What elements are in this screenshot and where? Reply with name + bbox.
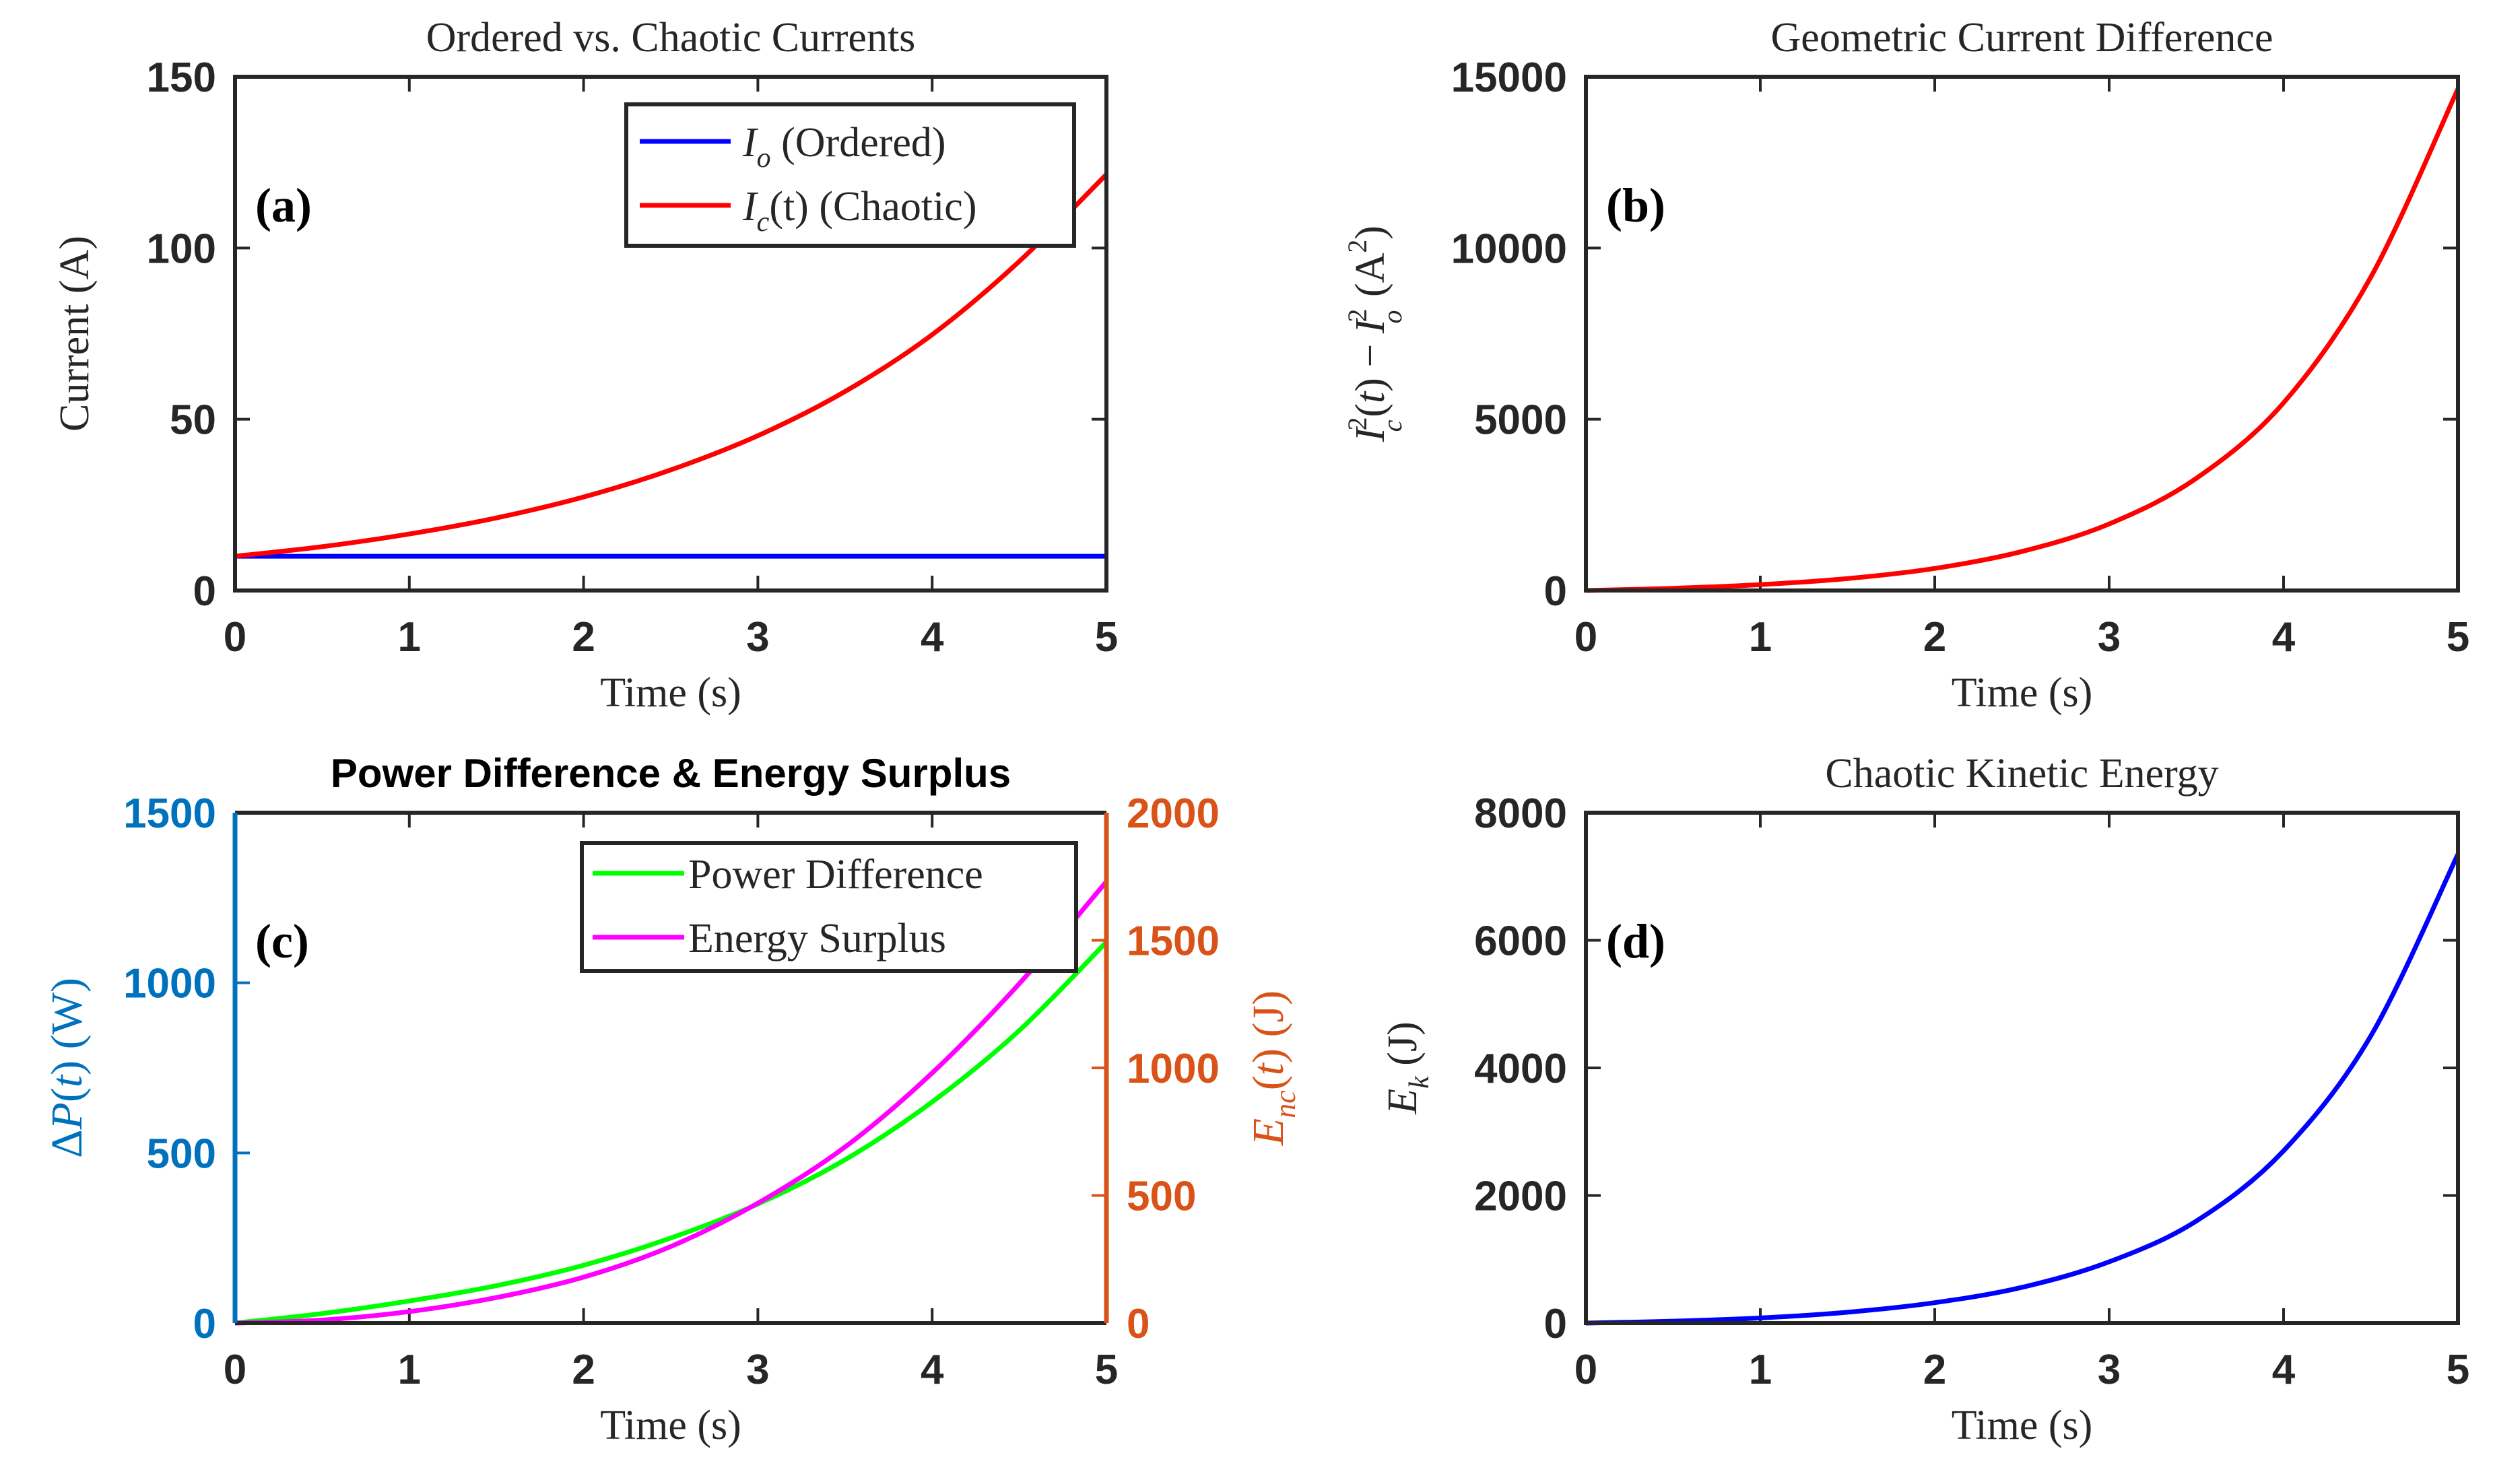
y-tick-label: 15000 <box>1451 55 1567 101</box>
y-tick-label: 1500 <box>123 790 216 837</box>
x-tick-label: 1 <box>398 614 421 661</box>
legend-box <box>624 102 1076 248</box>
x-tick-label: 1 <box>1749 1347 1772 1393</box>
y-axis-label-left: ΔP(t) (W) <box>42 978 92 1158</box>
series-line-1 <box>1585 88 2461 593</box>
y-tick-label: 0 <box>193 1301 216 1347</box>
y-tick-label: 0 <box>193 568 216 615</box>
x-tick-label: 0 <box>224 614 246 661</box>
x-tick-label: 2 <box>1923 1347 1946 1393</box>
legend-label: Power Difference <box>688 852 983 898</box>
y-tick-label: 10000 <box>1451 226 1567 272</box>
y-tick-label: 1000 <box>123 961 216 1007</box>
y-tick-label: 6000 <box>1474 918 1567 965</box>
x-tick-label: 5 <box>1095 1347 1118 1393</box>
x-tick-label: 2 <box>572 1347 595 1393</box>
y-tick-label: 500 <box>147 1131 216 1177</box>
chart-title: Power Difference & Energy Surplus <box>331 751 1011 796</box>
x-tick-label: 0 <box>1574 614 1597 661</box>
x-tick-label: 4 <box>2272 614 2296 661</box>
y-tick-label: 8000 <box>1474 790 1567 837</box>
chart-title: Ordered vs. Chaotic Currents <box>426 15 916 61</box>
legend: Power Difference Energy Surplus <box>580 841 1078 973</box>
y-tick-label-right: 1000 <box>1127 1046 1220 1092</box>
y-tick-label: 0 <box>1544 1301 1567 1347</box>
chart-title: Chaotic Kinetic Energy <box>1825 751 2218 797</box>
x-tick-label: 1 <box>398 1347 421 1393</box>
y-tick-label: 2000 <box>1474 1174 1567 1220</box>
legend: Io (Ordered) Ic(t) (Chaotic) <box>624 102 1076 248</box>
axes-frame <box>1584 811 2460 1325</box>
y-axis-label: Ek (J) <box>1380 1021 1435 1114</box>
y-tick-label-right: 1500 <box>1127 918 1220 965</box>
y-tick-label-right: 500 <box>1127 1174 1196 1220</box>
x-tick-label: 5 <box>1095 614 1118 661</box>
y-tick-label: 0 <box>1544 568 1567 615</box>
legend-label: Ic(t) (Chaotic) <box>742 184 976 238</box>
x-axis-label: Time (s) <box>600 1403 741 1448</box>
x-tick-label: 2 <box>1923 614 1946 661</box>
x-tick-label: 5 <box>2447 614 2469 661</box>
x-axis-label: Time (s) <box>1952 1403 2093 1448</box>
panel-label: (d) <box>1606 914 1665 968</box>
y-tick-label-right: 0 <box>1127 1301 1150 1347</box>
x-tick-label: 4 <box>2272 1347 2296 1393</box>
panel-label: (b) <box>1606 178 1665 232</box>
x-tick-label: 3 <box>746 614 769 661</box>
panel-label: (c) <box>255 914 309 968</box>
plot-area <box>1586 813 2458 1323</box>
y-tick-label: 100 <box>147 226 216 272</box>
panel-c: 0 1 2 3 4 50500100015000500100015002000(c)Pow… <box>42 751 1302 1448</box>
x-tick-label: 3 <box>2098 614 2121 661</box>
x-tick-label: 0 <box>1574 1347 1597 1393</box>
legend-box <box>580 841 1078 973</box>
series-line-1 <box>234 940 1108 1326</box>
series-line-2 <box>234 880 1108 1326</box>
x-tick-label: 2 <box>572 614 595 661</box>
x-tick-label: 4 <box>921 1347 944 1393</box>
legend-label: Energy Surplus <box>688 916 946 962</box>
y-tick-label: 50 <box>170 397 216 444</box>
panel-b: 0 1 2 3 4 5 0 5000 10000 15000 (b) Geometric Curren… <box>1342 15 2469 716</box>
x-tick-label: 3 <box>746 1347 769 1393</box>
x-tick-label: 1 <box>1749 614 1772 661</box>
x-axis-label: Time (s) <box>1952 670 2093 716</box>
y-axis-label: I2 c(t) − I2 o (A2) <box>1342 226 1407 442</box>
axes-frame <box>233 75 1108 593</box>
panel-d: 0 1 2 3 4 5 0 2000 4000 6000 8000 (d) Chaotic Kineti… <box>1380 751 2469 1448</box>
x-tick-label: 3 <box>2098 1347 2121 1393</box>
series-line-1 <box>1585 853 2461 1326</box>
y-tick-label: 150 <box>147 55 216 101</box>
x-tick-label: 0 <box>224 1347 246 1393</box>
plot-area <box>1586 77 2458 591</box>
axes-frame <box>1584 75 2460 593</box>
series-line-2 <box>234 172 1108 559</box>
chart-title: Geometric Current Difference <box>1771 15 2273 61</box>
panel-label: (a) <box>255 178 312 232</box>
legend-label: Io (Ordered) <box>742 120 946 174</box>
y-tick-label: 4000 <box>1474 1046 1567 1092</box>
y-axis-label-right: Enc(t) (J) <box>1244 990 1302 1146</box>
y-axis-label: Current (A) <box>52 236 98 432</box>
x-tick-label: 4 <box>921 614 944 661</box>
x-tick-label: 5 <box>2447 1347 2469 1393</box>
x-axis-label: Time (s) <box>600 670 741 716</box>
y-tick-label-right: 2000 <box>1127 790 1220 837</box>
y-tick-label: 5000 <box>1474 397 1567 444</box>
